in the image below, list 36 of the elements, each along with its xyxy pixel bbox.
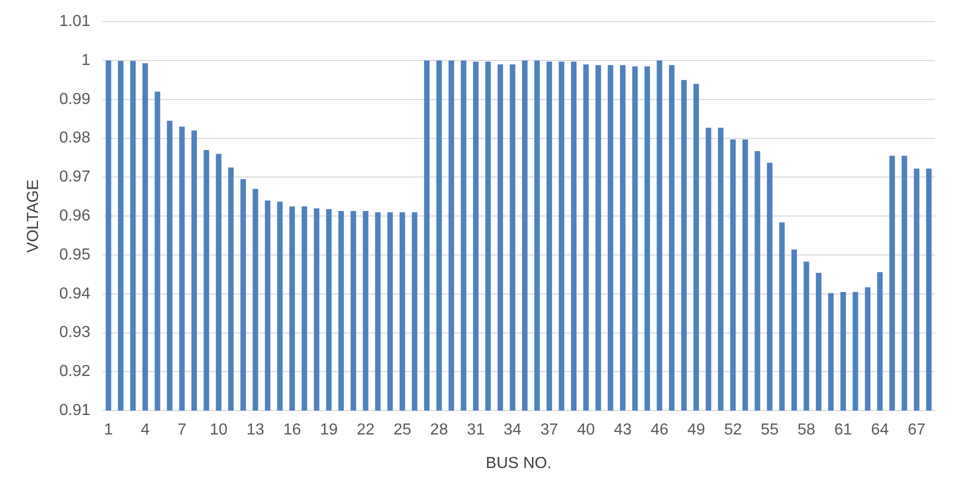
x-tick-label: 67 bbox=[908, 422, 926, 439]
y-axis-title: VOLTAGE bbox=[25, 180, 42, 253]
y-tick-label: 1 bbox=[81, 52, 90, 69]
x-tick-label: 31 bbox=[466, 422, 485, 439]
x-tick-label: 22 bbox=[356, 422, 375, 439]
y-tick-label: 0.99 bbox=[59, 90, 90, 108]
x-tick-label: 16 bbox=[283, 422, 302, 439]
y-tick-label: 0.92 bbox=[59, 363, 90, 380]
x-tick-label: 61 bbox=[834, 422, 852, 439]
x-tick-label: 34 bbox=[504, 422, 522, 439]
x-axis-title: BUS NO. bbox=[486, 454, 552, 472]
x-tick-label: 10 bbox=[210, 422, 228, 439]
x-tick-label: 1 bbox=[104, 422, 114, 439]
x-tick-label: 19 bbox=[320, 422, 338, 439]
y-tick-label: 0.91 bbox=[59, 402, 90, 420]
x-tick-label: 7 bbox=[177, 422, 186, 439]
x-tick-label: 55 bbox=[760, 422, 779, 439]
y-tick-label: 0.95 bbox=[59, 246, 90, 264]
x-tick-label: 40 bbox=[577, 422, 596, 439]
x-tick-label: 64 bbox=[871, 422, 889, 439]
x-tick-label: 52 bbox=[724, 422, 742, 439]
x-tick-label: 49 bbox=[687, 422, 706, 439]
y-tick-label: 0.93 bbox=[59, 324, 90, 342]
x-tick-label: 43 bbox=[614, 422, 632, 439]
x-tick-label: 58 bbox=[798, 422, 816, 439]
y-tick-label: 0.97 bbox=[59, 168, 90, 186]
y-tick-label: 0.96 bbox=[59, 208, 90, 225]
x-tick-label: 25 bbox=[393, 422, 412, 439]
x-tick-label: 4 bbox=[140, 422, 150, 439]
y-tick-label: 0.94 bbox=[59, 285, 90, 302]
y-tick-label: 0.98 bbox=[59, 130, 90, 147]
y-tick-label: 1.01 bbox=[59, 13, 90, 30]
x-tick-label: 28 bbox=[430, 422, 448, 439]
x-tick-label: 13 bbox=[246, 422, 264, 439]
x-tick-label: 46 bbox=[650, 422, 668, 439]
x-tick-label: 37 bbox=[540, 422, 558, 439]
